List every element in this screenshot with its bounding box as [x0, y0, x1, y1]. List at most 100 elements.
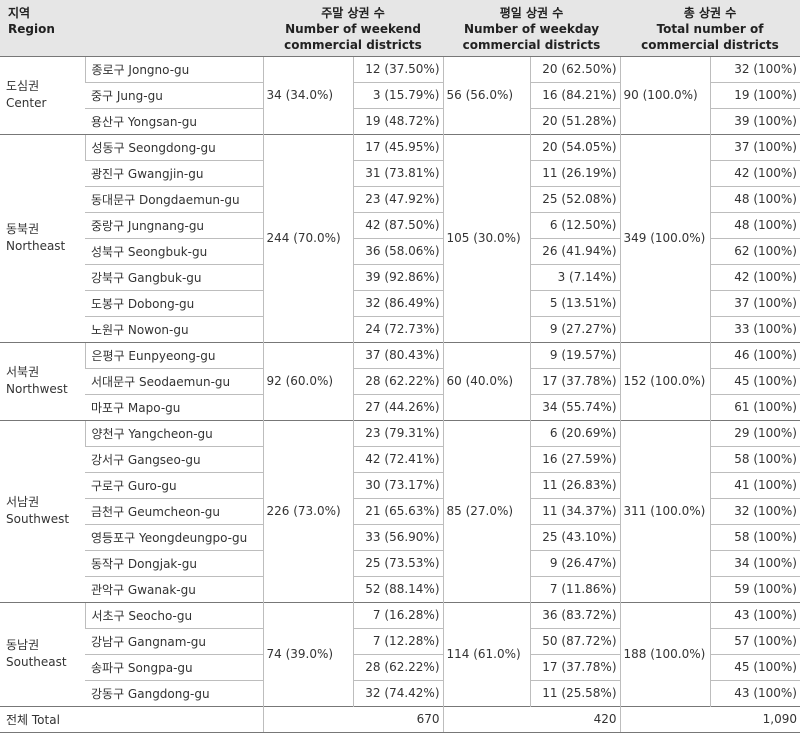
total-header-en2: commercial districts [641, 38, 779, 52]
region-cell: 서북권 Northwest [0, 341, 85, 420]
total-header: 총 상권 수 Total number of commercial distri… [620, 0, 800, 57]
region-name-en: Center [6, 96, 47, 110]
total-value: 57 (100%) [709, 627, 800, 654]
total-weekday: 420 [442, 705, 620, 733]
total-weekend: 670 [262, 705, 443, 733]
weekend-value: 21 (65.63%) [352, 497, 443, 524]
table-row: 금천구 Geumcheon-gu 21 (65.63%) 11 (34.37%) 32… [0, 497, 800, 524]
region-header: 지역 Region [0, 0, 263, 57]
weekday-value: 16 (27.59%) [529, 445, 620, 472]
weekend-value: 23 (47.92%) [352, 185, 443, 212]
region-name-en: Southeast [6, 655, 67, 669]
district-name: 동대문구 Dongdaemun-gu [85, 185, 263, 212]
weekday-value: 9 (19.57%) [529, 341, 620, 368]
table-row: 마포구 Mapo-gu 27 (44.26%) 34 (55.74%) 61 (100… [0, 393, 800, 420]
weekend-header-ko: 주말 상권 수 [321, 6, 385, 20]
region-name-ko: 동남권 [6, 638, 40, 652]
table-row: 용산구 Yongsan-gu 19 (48.72%) 20 (51.28%) 39 (… [0, 107, 800, 134]
weekend-subtotal: 92 (60.0%) [262, 341, 353, 420]
district-name: 송파구 Songpa-gu [85, 653, 263, 680]
district-name: 서초구 Seocho-gu [84, 601, 263, 628]
region-header-ko: 지역 [8, 6, 31, 20]
weekday-value: 20 (54.05%) [529, 133, 620, 160]
weekend-value: 42 (87.50%) [352, 211, 443, 238]
total-value: 43 (100%) [709, 679, 800, 706]
total-value: 37 (100%) [709, 133, 800, 160]
weekend-value: 7 (12.28%) [352, 627, 443, 654]
region-cell: 서남권 Southwest [0, 419, 85, 602]
region-cell: 동북권 Northeast [0, 133, 85, 342]
total-value: 42 (100%) [709, 159, 800, 186]
weekday-value: 9 (27.27%) [529, 315, 620, 342]
total-total: 1,090 [619, 705, 800, 733]
weekday-subtotal: 85 (27.0%) [442, 419, 530, 602]
weekday-header-ko: 평일 상권 수 [499, 6, 564, 20]
total-value: 41 (100%) [709, 471, 800, 498]
total-value: 34 (100%) [709, 549, 800, 576]
table-row: 강북구 Gangbuk-gu 39 (92.86%) 3 (7.14%) 42 (10… [0, 263, 800, 290]
table-row: 성북구 Seongbuk-gu 36 (58.06%) 26 (41.94%) 62 … [0, 237, 800, 264]
table-row: 노원구 Nowon-gu 24 (72.73%) 9 (27.27%) 33 (100… [0, 315, 800, 342]
weekend-value: 42 (72.41%) [352, 445, 443, 472]
weekday-value: 11 (26.83%) [529, 471, 620, 498]
total-value: 32 (100%) [709, 55, 800, 82]
total-value: 59 (100%) [709, 575, 800, 602]
weekend-header-en2: commercial districts [284, 38, 422, 52]
weekend-value: 17 (45.95%) [352, 133, 443, 160]
table-row: 영등포구 Yeongdeungpo-gu 33 (56.90%) 25 (43.10… [0, 523, 800, 550]
weekday-value: 50 (87.72%) [529, 627, 620, 654]
district-name: 강남구 Gangnam-gu [85, 627, 263, 654]
total-label: 전체 Total [0, 705, 263, 733]
table-row: 강동구 Gangdong-gu 32 (74.42%) 11 (25.58%) 43 … [0, 679, 800, 706]
total-value: 29 (100%) [709, 419, 800, 446]
region-header-en: Region [8, 22, 55, 36]
total-subtotal: 152 (100.0%) [619, 341, 710, 420]
weekday-value: 25 (43.10%) [529, 523, 620, 550]
total-value: 45 (100%) [709, 367, 800, 394]
total-subtotal: 90 (100.0%) [619, 55, 710, 134]
region-name-ko: 도심권 [6, 79, 40, 93]
weekday-value: 16 (84.21%) [529, 81, 620, 108]
weekend-value: 3 (15.79%) [352, 81, 443, 108]
weekend-value: 12 (37.50%) [352, 55, 443, 82]
total-value: 32 (100%) [709, 497, 800, 524]
weekend-value: 39 (92.86%) [352, 263, 443, 290]
weekday-header-en1: Number of weekday [463, 22, 600, 36]
district-name: 양천구 Yangcheon-gu [84, 419, 263, 446]
weekend-subtotal: 34 (34.0%) [262, 55, 353, 134]
region-name-en: Northeast [6, 239, 66, 253]
total-row: 전체 Total 670 420 1,090 [0, 705, 800, 733]
weekend-value: 19 (48.72%) [352, 107, 443, 134]
total-subtotal: 349 (100.0%) [619, 133, 710, 342]
weekend-subtotal: 226 (73.0%) [262, 419, 353, 602]
total-value: 19 (100%) [709, 81, 800, 108]
district-name: 광진구 Gwangjin-gu [85, 159, 263, 186]
total-value: 48 (100%) [709, 185, 800, 212]
district-name: 강북구 Gangbuk-gu [85, 263, 263, 290]
table-row: 중랑구 Jungnang-gu 42 (87.50%) 6 (12.50%) 48 (… [0, 211, 800, 238]
weekend-value: 37 (80.43%) [352, 341, 443, 368]
district-name: 영등포구 Yeongdeungpo-gu [85, 523, 263, 550]
total-value: 62 (100%) [709, 237, 800, 264]
district-name: 중구 Jung-gu [85, 81, 263, 108]
table-row: 도봉구 Dobong-gu 32 (86.49%) 5 (13.51%) 37 (10… [0, 289, 800, 316]
table-row: 중구 Jung-gu 3 (15.79%) 16 (84.21%) 19 (100%) [0, 81, 800, 108]
weekday-value: 7 (11.86%) [529, 575, 620, 602]
weekend-value: 27 (44.26%) [352, 393, 443, 420]
weekend-value: 7 (16.28%) [352, 601, 443, 628]
district-name: 노원구 Nowon-gu [85, 315, 263, 342]
table-row: 서남권 Southwest 양천구 Yangcheon-gu 226 (73.0%) 2… [0, 419, 800, 602]
district-name: 동작구 Dongjak-gu [85, 549, 263, 576]
table-row: 송파구 Songpa-gu 28 (62.22%) 17 (37.78%) 45 (1… [0, 653, 800, 680]
total-value: 45 (100%) [709, 653, 800, 680]
weekday-header: 평일 상권 수 Number of weekday commercial dis… [443, 0, 620, 57]
region-name-en: Southwest [6, 512, 70, 526]
weekday-value: 17 (37.78%) [529, 653, 620, 680]
weekday-value: 26 (41.94%) [529, 237, 620, 264]
total-value: 33 (100%) [709, 315, 800, 342]
weekend-value: 25 (73.53%) [352, 549, 443, 576]
header-row: 지역 Region 주말 상권 수 Number of weekend comm… [0, 0, 800, 57]
table-row: 구로구 Guro-gu 30 (73.17%) 11 (26.83%) 41 (100… [0, 471, 800, 498]
district-name: 마포구 Mapo-gu [85, 393, 263, 420]
